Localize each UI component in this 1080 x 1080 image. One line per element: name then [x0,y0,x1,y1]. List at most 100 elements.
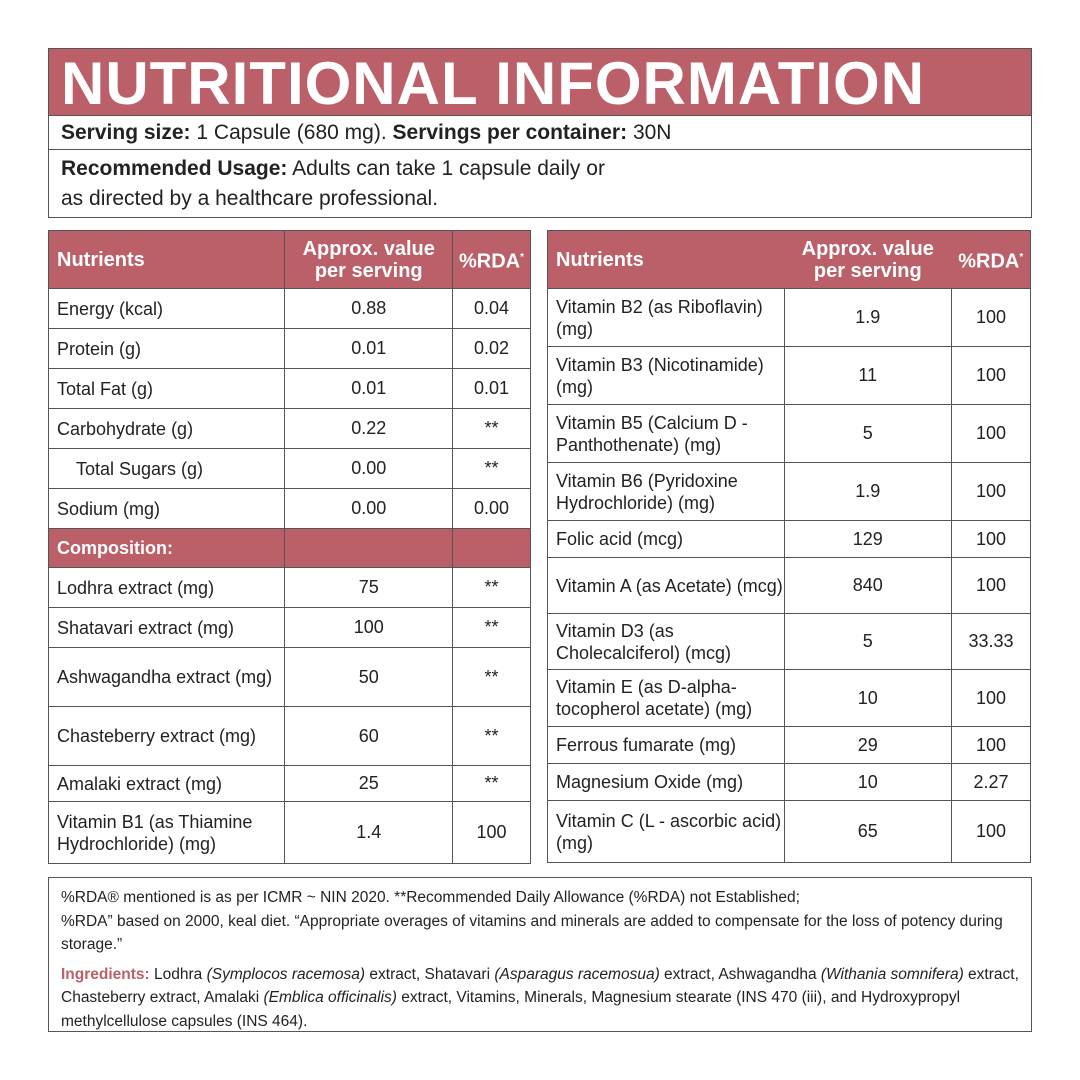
ingredients: Ingredients: Lodhra (Symplocos racemosa)… [61,963,1019,1034]
table-row: Vitamin B2 (as Riboflavin) (mg) 1.9 100 [547,288,1031,347]
nutrient-name: Vitamin B1 (as Thiamine Hydrochloride) (… [47,801,286,864]
footnote-1: %RDA® mentioned is as per ICMR ~ NIN 202… [61,889,800,906]
nutrient-rda: 0.02 [452,328,531,369]
table-row: Shatavari extract (mg) 100 ** [47,607,531,648]
nutrient-name: Folic acid (mcg) [547,520,785,558]
nutrient-value: 840 [783,557,953,614]
serving-size-label: Serving size: [61,121,191,144]
table-row: Chasteberry extract (mg) 60 ** [47,706,531,766]
ingredient-text: extract, Shatavari [365,965,495,983]
table-row: Protein (g) 0.01 0.02 [47,328,531,369]
recommended-usage: Recommended Usage: Adults can take 1 cap… [49,150,1031,218]
nutrient-value: 29 [783,726,953,764]
servings-per-container-value: 30N [632,121,672,144]
right-nutrient-table: Nutrients Approx. value per serving %RDA… [547,230,1031,863]
nutrient-value: 0.01 [284,368,454,409]
nutrient-value: 65 [783,800,953,863]
nutrient-rda: ** [452,448,531,489]
nutrient-value: 1.9 [783,288,953,347]
table-row: Amalaki extract (mg) 25 ** [47,765,531,802]
botanical-name: (Symplocos racemosa) [206,965,366,983]
nutrient-rda: 0.04 [452,288,531,329]
header-nutrients: Nutrients [547,230,784,289]
nutrient-value: 10 [783,763,953,801]
nutrient-rda: 0.00 [452,488,531,529]
nutrient-rda: 100 [951,404,1031,463]
nutrient-name: Vitamin B2 (as Riboflavin) (mg) [547,288,785,347]
table-row: Ferrous fumarate (mg) 29 100 [547,726,1031,764]
botanical-name: (Withania somnifera) [820,965,964,983]
nutrient-rda: ** [452,647,531,707]
table-row: Energy (kcal) 0.88 0.04 [47,288,531,329]
ingredient-text: extract, Chasteberry extract, Amalaki [61,965,1019,1007]
nutrient-name: Vitamin B3 (Nicotinamide) (mg) [547,346,785,405]
nutrient-name: Ferrous fumarate (mg) [547,726,785,764]
nutrient-rda: 100 [951,800,1031,863]
header-rda: %RDA* [452,230,531,289]
servings-per-container-label: Servings per container: [392,121,628,144]
nutrient-value: 75 [284,567,454,608]
nutrient-rda: 100 [951,726,1031,764]
header-nutrients: Nutrients [47,230,286,289]
usage-text: Adults can take 1 capsule daily or [292,157,605,180]
nutrient-name: Total Sugars (g) [47,448,286,489]
left-nutrient-table: Nutrients Approx. value per serving %RDA… [47,230,531,864]
table-row: Total Sugars (g) 0.00 ** [47,448,531,489]
header-rda: %RDA* [951,230,1031,289]
table-row: Vitamin D3 (as Cholecalciferol) (mcg) 5 33… [547,613,1031,670]
nutrient-name: Lodhra extract (mg) [47,567,286,608]
nutrient-rda: 100 [951,462,1031,521]
table-row: Lodhra extract (mg) 75 ** [47,567,531,608]
nutrient-name: Amalaki extract (mg) [47,765,286,802]
table-row: Vitamin C (L - ascorbic acid) (mg) 65 100 [547,800,1031,863]
nutrient-rda: 100 [951,669,1031,727]
nutrient-name: Vitamin D3 (as Cholecalciferol) (mcg) [547,613,785,670]
table-row: Total Fat (g) 0.01 0.01 [47,368,531,409]
nutrient-value: 10 [783,669,953,727]
nutrient-value: 129 [783,520,953,558]
page-title: NUTRITIONAL INFORMATION [49,49,1031,116]
usage-label: Recommended Usage: [61,157,288,180]
header-value: Approx. value per serving [784,230,952,289]
nutrient-name: Sodium (mg) [47,488,286,529]
serving-info: Serving size: 1 Capsule (680 mg). Servin… [49,116,1031,150]
header-panel: NUTRITIONAL INFORMATION Serving size: 1 … [48,48,1032,218]
ingredient-text: extract, Ashwagandha [659,965,821,983]
nutrient-value: 100 [284,607,454,648]
table-row: Vitamin B6 (Pyridoxine Hydrochloride) (m… [547,462,1031,521]
nutrient-name: Vitamin B6 (Pyridoxine Hydrochloride) (m… [547,462,785,521]
nutrient-value: 0.00 [284,448,454,489]
botanical-name: (Emblica officinalis) [263,989,397,1006]
composition-label: Composition: [47,528,286,568]
nutrient-rda: 100 [951,288,1031,347]
nutrient-value: 0.88 [284,288,454,329]
nutrient-rda: 100 [951,346,1031,405]
usage-text-2: as directed by a healthcare professional… [61,187,439,210]
table-row: Vitamin E (as D-alpha-tocopherol acetate… [547,669,1031,727]
nutrient-rda: 0.01 [452,368,531,409]
nutrient-name: Vitamin A (as Acetate) (mcg) [547,557,785,614]
table-row: Ashwagandha extract (mg) 50 ** [47,647,531,707]
nutrient-rda: ** [452,607,531,648]
table-row: Folic acid (mcg) 129 100 [547,520,1031,558]
nutrient-rda: 2.27 [951,763,1031,801]
table-row: Magnesium Oxide (mg) 10 2.27 [547,763,1031,801]
table-row: Vitamin B1 (as Thiamine Hydrochloride) (… [47,801,531,864]
header-value: Approx. value per serving [284,230,454,289]
botanical-name: (Asparagus racemosua) [494,965,660,983]
nutrient-name: Shatavari extract (mg) [47,607,286,648]
nutrient-name: Magnesium Oxide (mg) [547,763,785,801]
nutrient-name: Chasteberry extract (mg) [47,706,286,766]
nutrient-value: 60 [284,706,454,766]
table-row: Vitamin B3 (Nicotinamide) (mg) 11 100 [547,346,1031,405]
nutrient-value: 0.00 [284,488,454,529]
nutrient-value: 1.9 [783,462,953,521]
nutrient-value: 5 [783,613,953,670]
serving-size-value: 1 Capsule (680 mg). [196,121,387,144]
table-row: Vitamin A (as Acetate) (mcg) 840 100 [547,557,1031,614]
composition-header-row: Composition: [47,528,531,568]
nutrient-rda: 100 [452,801,531,864]
nutrient-name: Carbohydrate (g) [47,408,286,449]
nutrient-value: 11 [783,346,953,405]
nutrient-rda: ** [452,765,531,802]
